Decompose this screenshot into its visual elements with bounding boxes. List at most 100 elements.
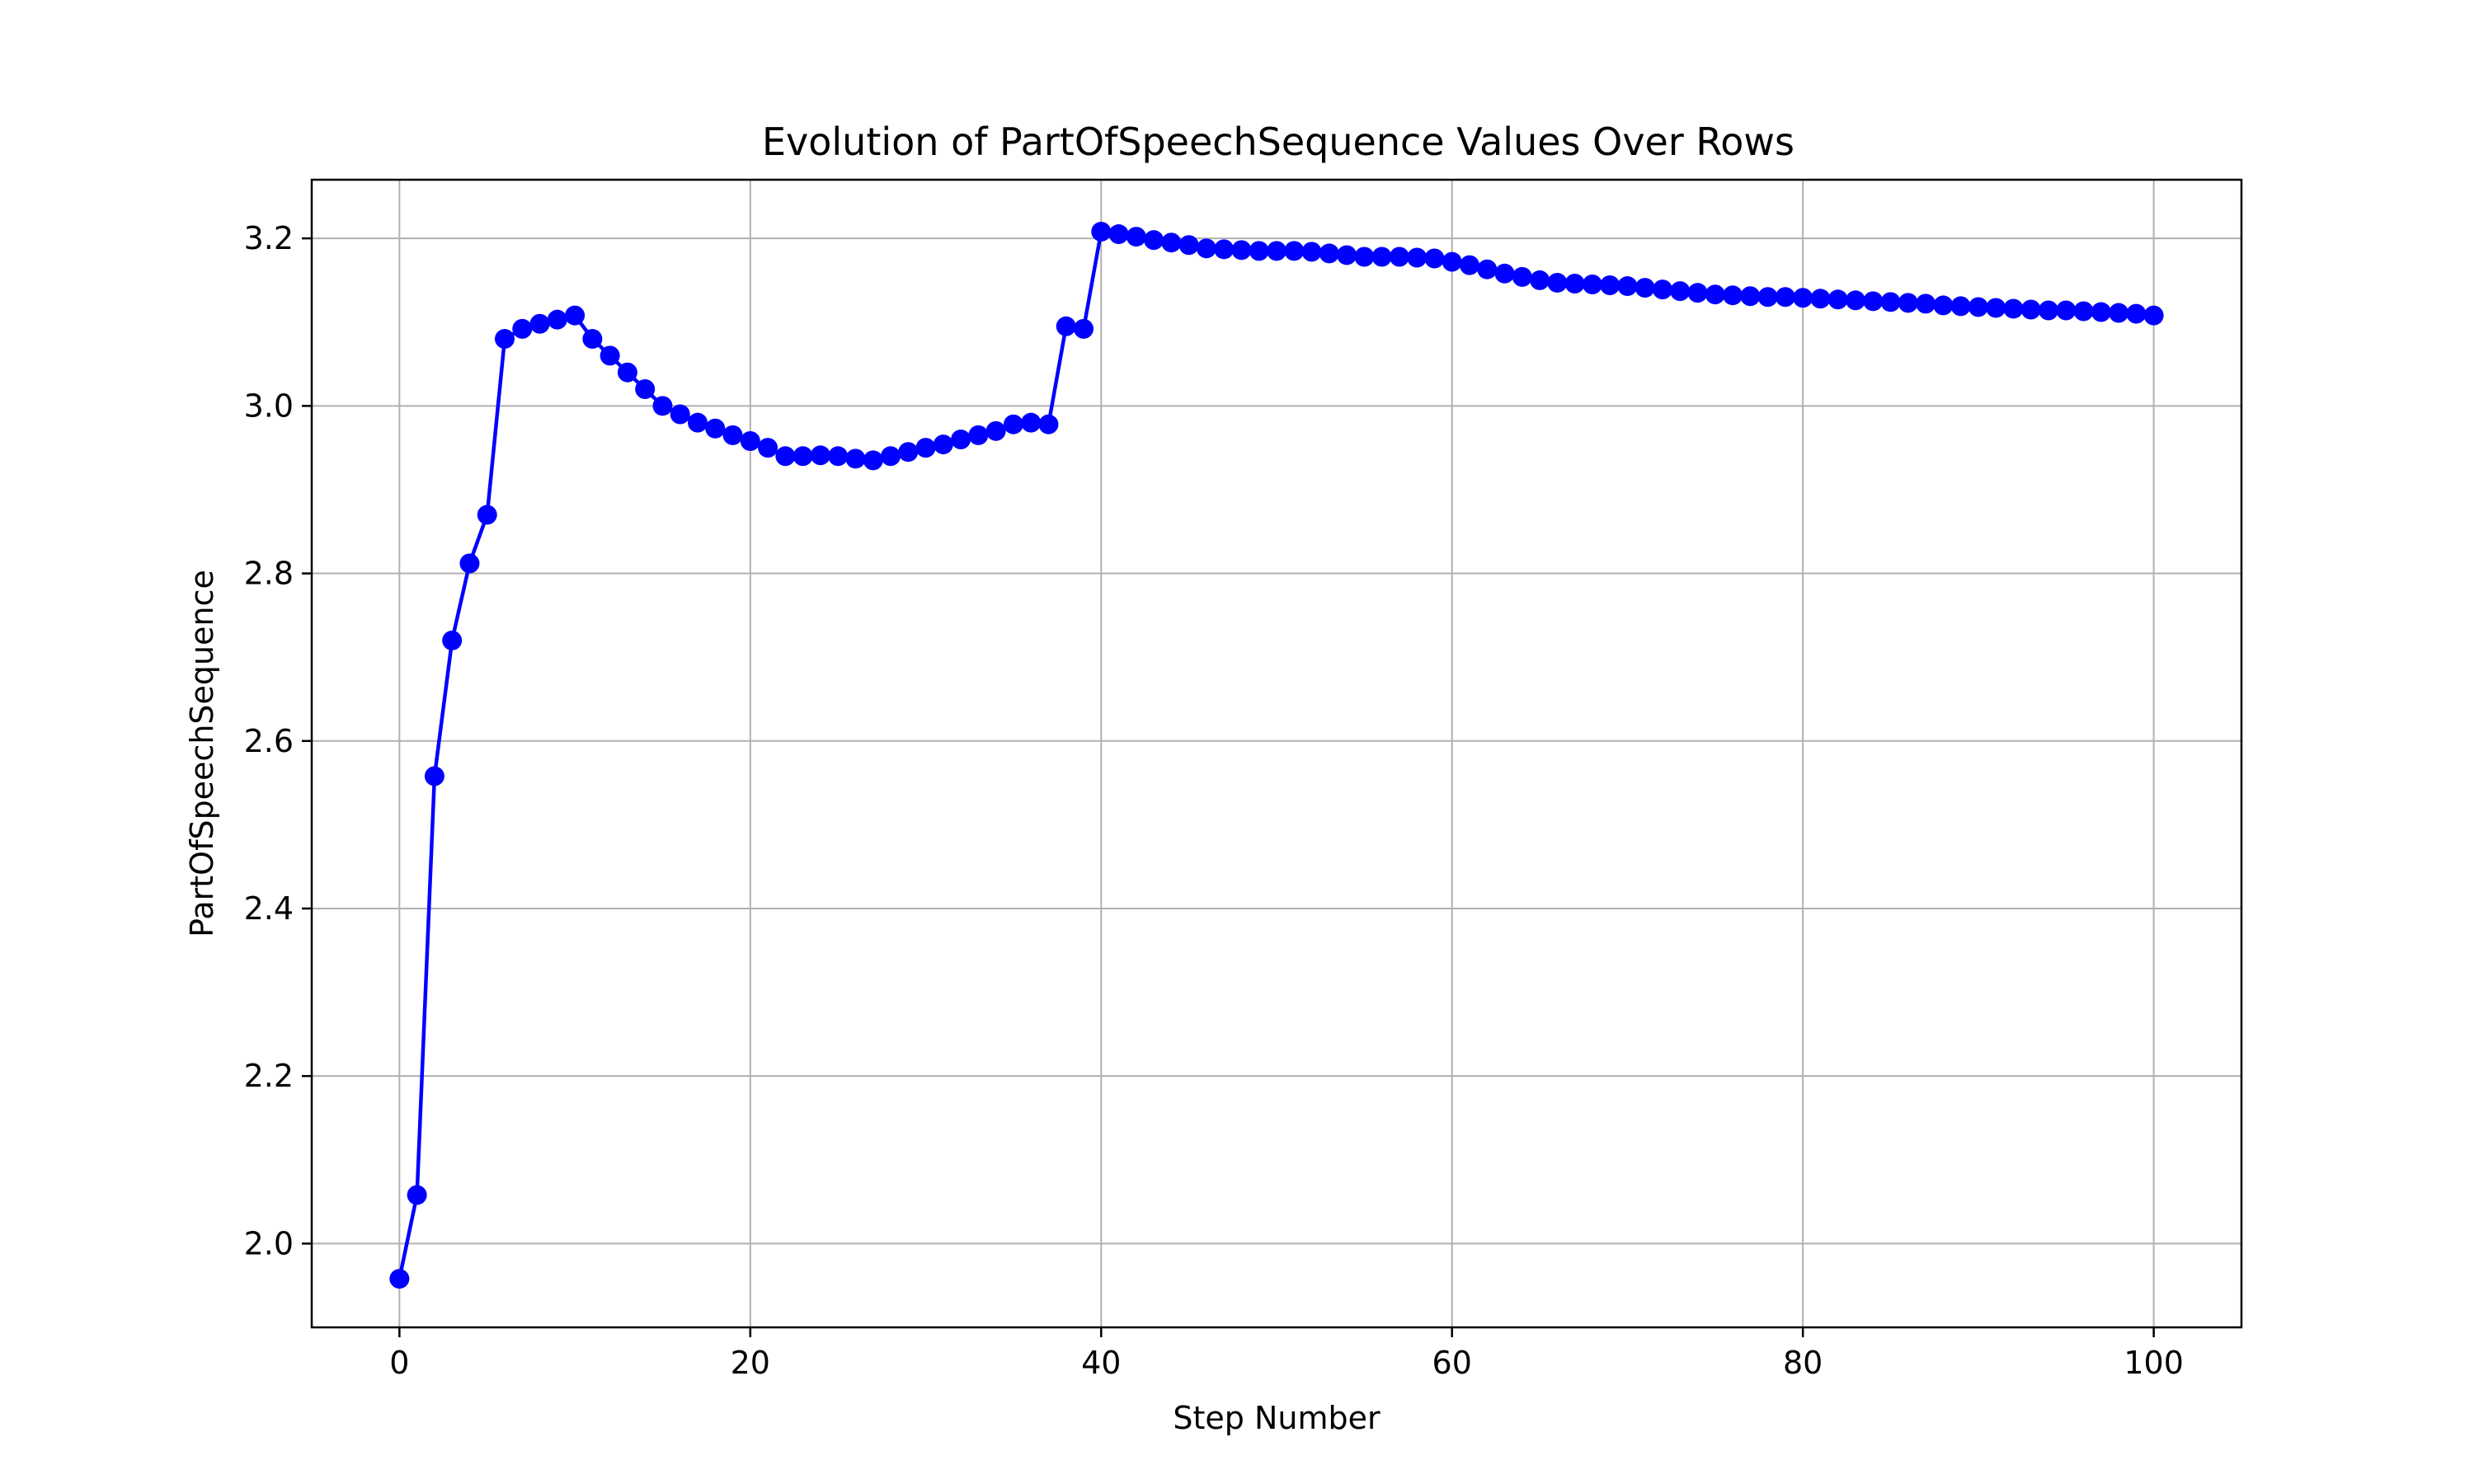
data-point — [1389, 247, 1409, 267]
data-point — [459, 553, 480, 574]
data-point — [845, 448, 866, 469]
data-point — [1617, 276, 1638, 297]
axis-ticks: 0 20 40 60 80 100 2.0 2.2 2.4 2.6 2.8 3.0 3.2 — [244, 220, 2184, 1381]
data-point — [1301, 242, 1322, 262]
data-point — [1371, 247, 1392, 267]
data-point — [1284, 241, 1305, 261]
data-point — [2073, 301, 2094, 322]
data-point — [705, 418, 726, 439]
data-point — [2109, 303, 2129, 323]
data-point — [2143, 305, 2164, 326]
data-point — [2039, 300, 2058, 321]
x-tick-label: 0 — [389, 1345, 409, 1381]
data-point — [670, 404, 690, 425]
data-point — [407, 1185, 427, 1205]
data-point — [1214, 239, 1235, 260]
data-point — [740, 431, 760, 452]
data-point — [635, 379, 656, 400]
x-tick-label: 60 — [1432, 1345, 1472, 1381]
data-point — [1863, 291, 1884, 312]
x-tick-label: 100 — [2124, 1345, 2184, 1381]
data-point — [688, 412, 708, 433]
data-point — [1091, 221, 1112, 242]
data-point — [1582, 275, 1602, 295]
data-point — [775, 446, 796, 467]
data-point — [2126, 303, 2147, 324]
data-point — [1793, 288, 1813, 308]
data-point — [1249, 241, 1269, 261]
data-point — [1354, 247, 1375, 267]
y-tick-label: 2.4 — [244, 890, 294, 927]
data-point — [512, 318, 533, 339]
data-point — [442, 630, 463, 650]
data-point — [1319, 243, 1339, 264]
y-tick-label: 2.2 — [244, 1058, 294, 1094]
x-axis-label: Step Number — [1173, 1400, 1380, 1436]
data-point — [1003, 414, 1023, 434]
data-point — [1968, 297, 1988, 317]
data-point — [1407, 247, 1427, 268]
data-point — [1705, 284, 1725, 305]
data-point — [1846, 290, 1865, 311]
x-tick-label: 40 — [1081, 1345, 1121, 1381]
data-point — [898, 442, 919, 463]
data-point — [793, 446, 813, 467]
plot-frame — [310, 178, 2243, 1329]
chart-title: Evolution of PartOfSpeechSequence Values… — [762, 120, 1794, 164]
data-point — [1108, 224, 1129, 245]
data-point — [1512, 266, 1532, 287]
data-point — [1810, 289, 1831, 309]
data-point — [1196, 238, 1216, 259]
data-point — [1634, 278, 1655, 298]
data-point — [1986, 298, 2006, 318]
grid-lines — [312, 180, 2241, 1327]
data-point — [863, 450, 883, 471]
data-point — [968, 425, 989, 445]
data-point — [1600, 275, 1620, 296]
data-point — [424, 766, 444, 787]
data-point — [1337, 245, 1357, 265]
data-point — [495, 329, 515, 350]
data-point — [1056, 316, 1076, 336]
data-point — [2056, 300, 2077, 321]
data-point — [1775, 287, 1795, 308]
data-point — [1161, 232, 1182, 253]
data-point — [1126, 227, 1146, 247]
data-point — [915, 438, 936, 458]
data-point — [1916, 294, 1936, 314]
data-point — [985, 420, 1006, 441]
data-point — [617, 362, 637, 383]
data-point — [1494, 263, 1515, 284]
data-point — [1898, 293, 1918, 313]
data-point — [1687, 283, 1708, 303]
series-layer — [389, 221, 2164, 1289]
data-point — [547, 309, 567, 330]
y-tick-label: 2.6 — [244, 723, 294, 759]
data-point — [1564, 273, 1585, 294]
data-point — [1231, 240, 1252, 261]
data-point — [1178, 235, 1199, 256]
data-point — [2020, 299, 2041, 320]
data-point — [1460, 255, 1479, 275]
data-point — [951, 429, 971, 449]
data-point — [810, 445, 830, 466]
y-tick-label: 3.2 — [244, 220, 294, 256]
data-point — [529, 313, 550, 334]
data-point — [933, 434, 953, 455]
x-tick-label: 20 — [731, 1345, 770, 1381]
data-point — [600, 345, 620, 366]
data-point — [1950, 296, 1971, 317]
data-point — [582, 329, 603, 350]
y-tick-label: 2.8 — [244, 556, 294, 592]
data-point — [1074, 318, 1094, 339]
data-point — [1547, 272, 1568, 293]
y-tick-label: 2.0 — [244, 1225, 294, 1261]
data-point — [1038, 414, 1059, 434]
data-point — [1880, 292, 1901, 312]
data-point — [1653, 279, 1672, 300]
data-point — [758, 438, 778, 458]
data-point — [1723, 285, 1743, 306]
